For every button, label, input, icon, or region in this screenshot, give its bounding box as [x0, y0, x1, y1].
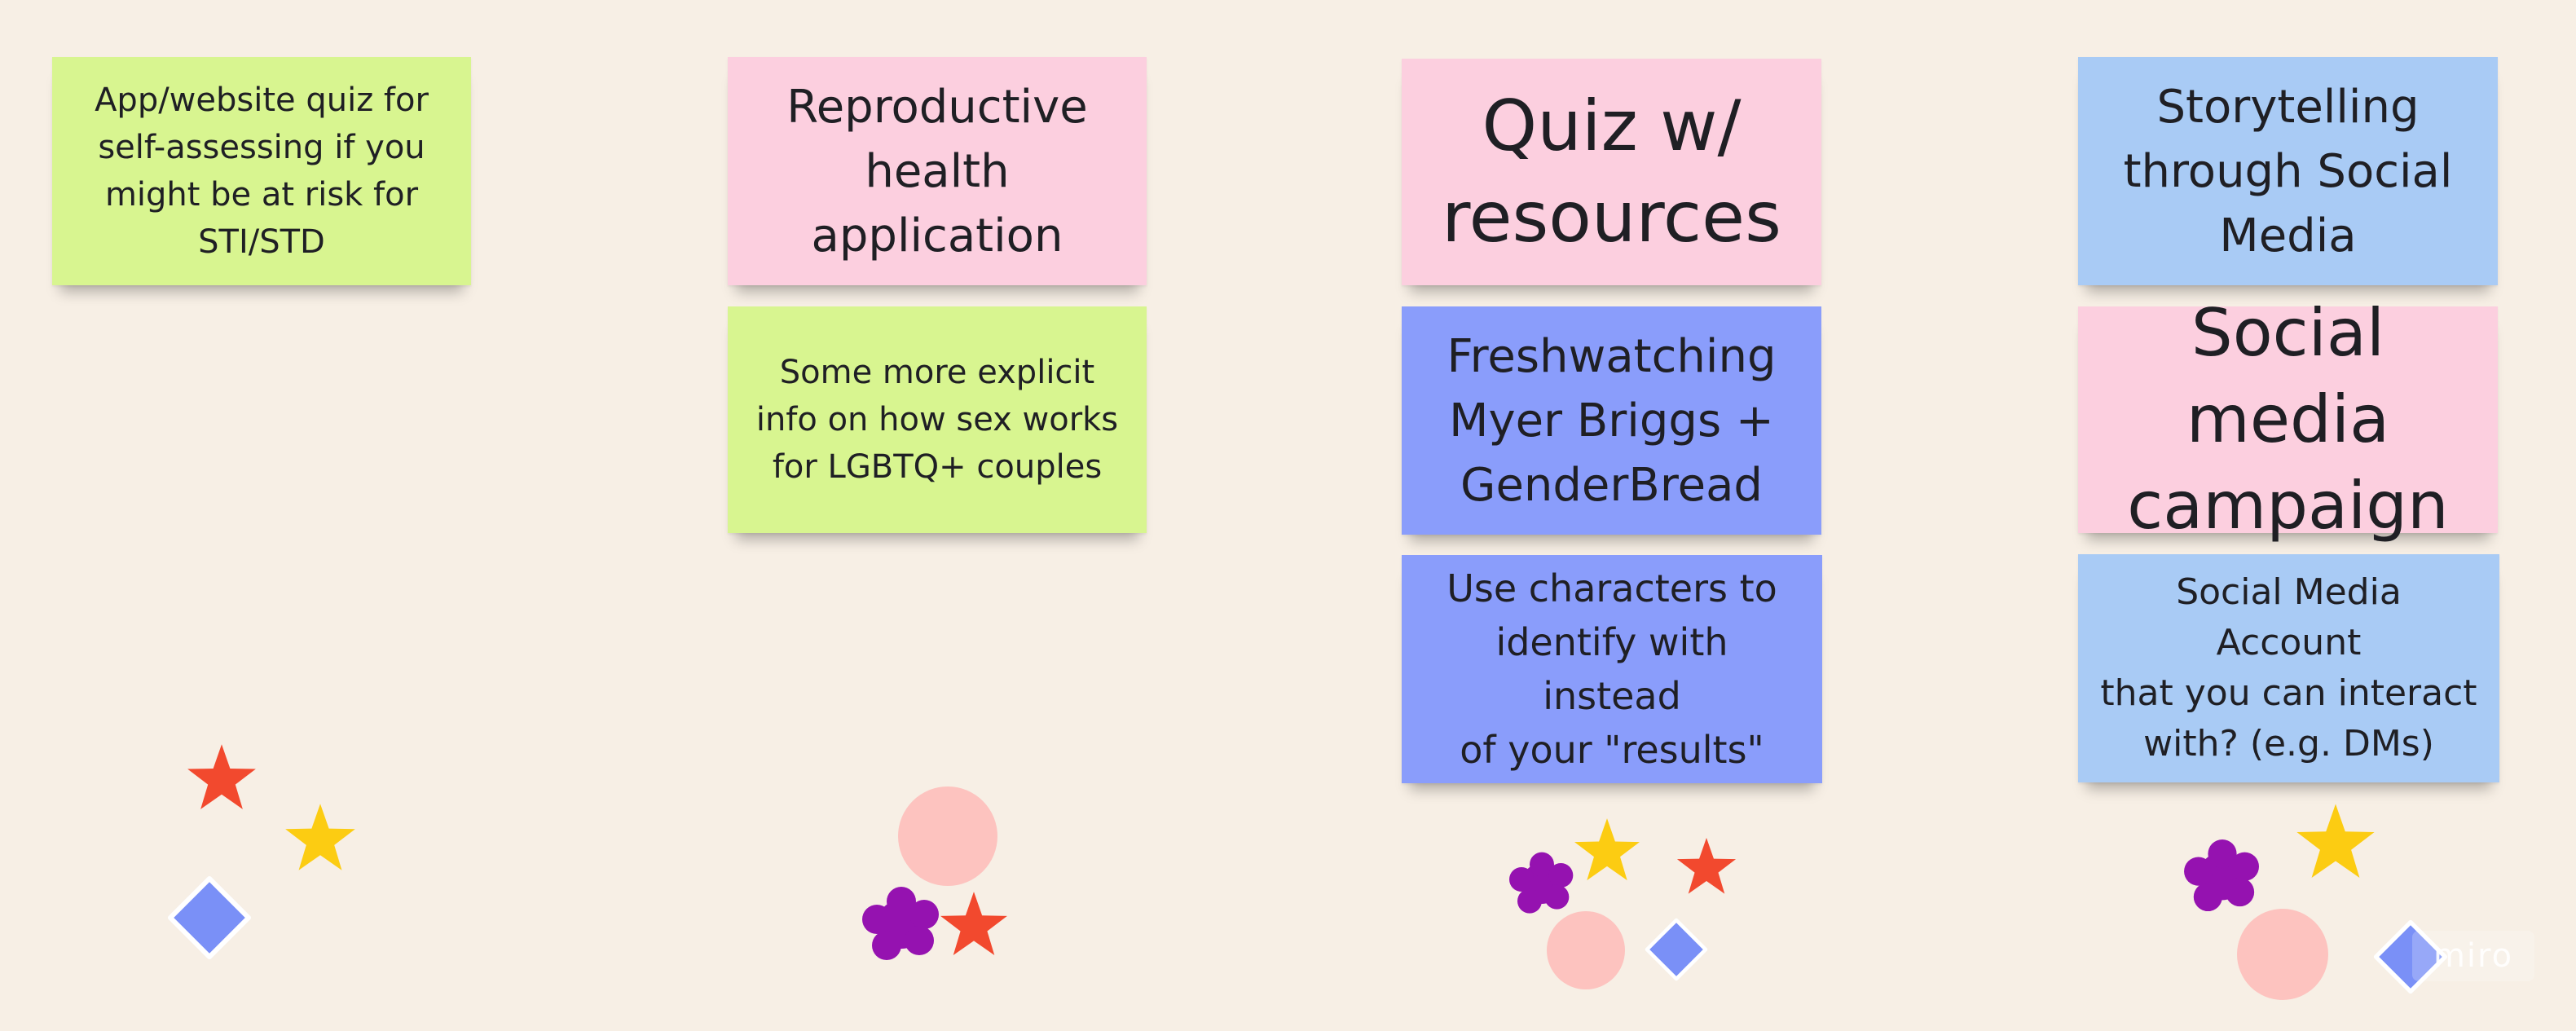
red-star-icon[interactable]: [939, 892, 1009, 958]
sticky-note-text: Reproductive health application: [786, 80, 1088, 262]
yellow-star-icon[interactable]: [1573, 818, 1641, 883]
sticky-note[interactable]: Storytelling through Social Media: [2078, 57, 2498, 285]
miro-watermark: miro: [2412, 931, 2534, 981]
blue-diamond-icon[interactable]: [2373, 919, 2448, 994]
sticky-note-text: Social Media Account that you can intera…: [2100, 571, 2477, 764]
purple-blob-icon[interactable]: [2184, 839, 2261, 913]
sticky-note[interactable]: Quiz w/ resources: [1402, 59, 1821, 285]
red-star-icon[interactable]: [1676, 838, 1737, 897]
yellow-star-icon[interactable]: [2295, 804, 2376, 882]
blue-diamond-icon[interactable]: [167, 875, 252, 960]
yellow-star-icon[interactable]: [284, 804, 357, 874]
purple-blob-icon[interactable]: [862, 887, 940, 962]
red-star-icon[interactable]: [186, 744, 258, 813]
sticky-note[interactable]: App/website quiz for self-assessing if y…: [52, 57, 471, 285]
sticky-note[interactable]: Use characters to identify with instead …: [1402, 555, 1822, 783]
sticky-note-text: Quiz w/ resources: [1442, 86, 1781, 258]
pink-circle-icon[interactable]: [898, 786, 997, 886]
sticky-note-text: Some more explicit info on how sex works…: [755, 354, 1119, 486]
sticky-note[interactable]: Some more explicit info on how sex works…: [728, 306, 1147, 533]
sticky-note[interactable]: Reproductive health application: [728, 57, 1147, 285]
sticky-note-text: Use characters to identify with instead …: [1447, 566, 1777, 772]
sticky-note-text: Social media campaign: [2127, 295, 2449, 544]
sticky-note[interactable]: Social Media Account that you can intera…: [2078, 554, 2499, 782]
sticky-note[interactable]: Freshwatching Myer Briggs + GenderBread: [1402, 306, 1821, 535]
sticky-note[interactable]: Social media campaign: [2078, 295, 2498, 544]
purple-blob-icon[interactable]: [1509, 852, 1574, 915]
pink-circle-icon[interactable]: [2237, 909, 2328, 1000]
blue-diamond-icon[interactable]: [1645, 918, 1708, 981]
sticky-note-text: Storytelling through Social Media: [2123, 80, 2453, 262]
sticky-note-text: Freshwatching Myer Briggs + GenderBread: [1447, 329, 1777, 512]
pink-circle-icon[interactable]: [1547, 911, 1625, 989]
sticky-note-text: App/website quiz for self-assessing if y…: [95, 82, 429, 261]
